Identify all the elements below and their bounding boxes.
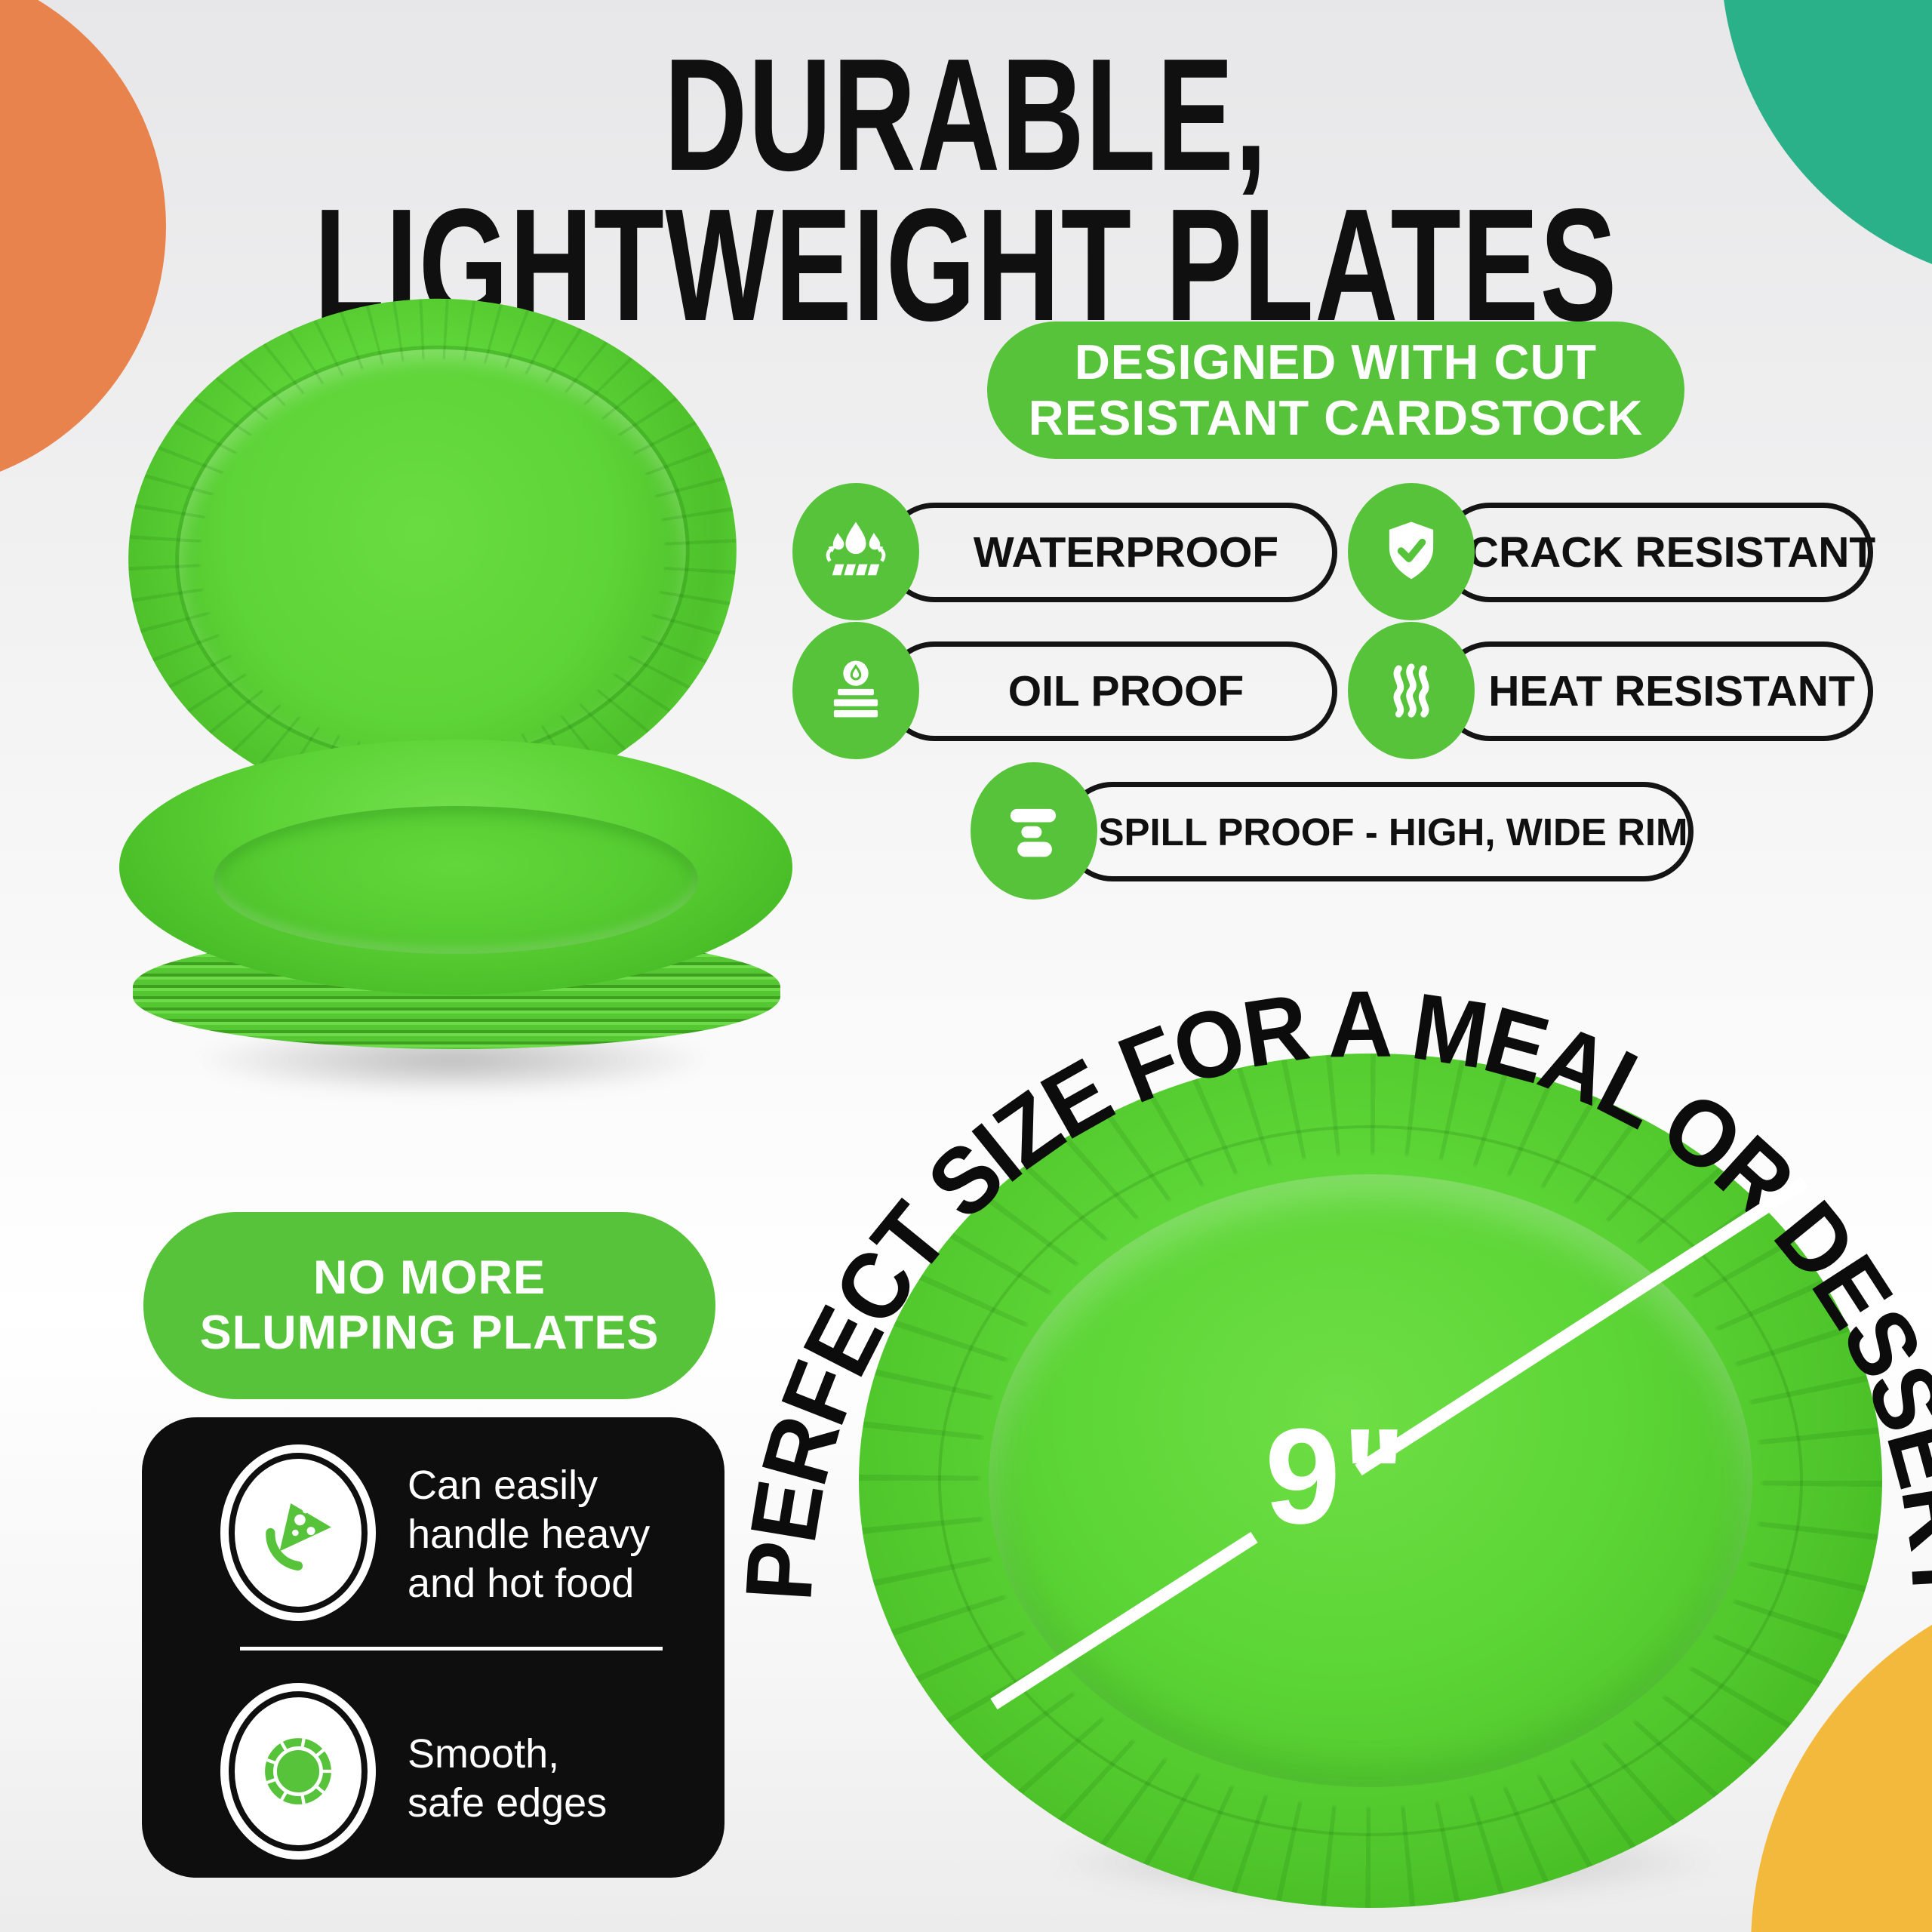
pizza-slice-icon xyxy=(220,1444,376,1621)
benefit-text-safe-edges: Smooth, safe edges xyxy=(408,1730,607,1828)
feature-pill-crack-resistant: CRACK RESISTANT xyxy=(1440,503,1876,602)
card-divider xyxy=(240,1647,663,1651)
page-title-line1: DURABLE, xyxy=(663,25,1269,204)
teal-corner-circle xyxy=(1721,0,1932,287)
benefit-line: and hot food xyxy=(408,1560,635,1606)
feature-pill-waterproof: WATERPROOF xyxy=(884,503,1337,602)
plate-rim-icon xyxy=(971,762,1097,900)
benefit-text-heavy-food: Can easily handle heavy and hot food xyxy=(408,1461,650,1607)
orange-corner-circle xyxy=(0,0,166,491)
cardstock-badge-line1: DESIGNED WITH CUT xyxy=(1074,334,1598,389)
feature-label: CRACK RESISTANT xyxy=(1467,528,1876,577)
no-slumping-line1: NO MORE xyxy=(312,1251,546,1304)
oil-drop-icon xyxy=(792,622,919,759)
water-drops-icon xyxy=(792,483,919,620)
no-slumping-pill: NO MORE SLUMPING PLATES xyxy=(143,1212,715,1399)
benefits-card: Can easily handle heavy and hot food xyxy=(142,1417,724,1878)
smooth-plate-icon xyxy=(220,1683,376,1860)
feature-label: HEAT RESISTANT xyxy=(1488,667,1855,715)
feature-label: OIL PROOF xyxy=(1008,667,1244,715)
benefit-line: safe edges xyxy=(408,1780,608,1826)
feature-label: WATERPROOF xyxy=(973,528,1279,577)
cardstock-badge: DESIGNED WITH CUT RESISTANT CARDSTOCK xyxy=(987,321,1684,459)
cardstock-badge-line2: RESISTANT CARDSTOCK xyxy=(1028,390,1644,445)
no-slumping-line2: SLUMPING PLATES xyxy=(199,1306,660,1359)
big-plate-photo xyxy=(859,1054,1882,1908)
page-title: DURABLE, LIGHTWEIGHT PLATES xyxy=(314,25,1617,345)
benefit-line: Can easily xyxy=(408,1463,598,1508)
benefit-line: handle heavy xyxy=(408,1511,651,1557)
plate-stack-top xyxy=(119,740,792,995)
feature-pill-oil-proof: OIL PROOF xyxy=(884,641,1337,741)
feature-label: SPILL PROOF - HIGH, WIDE RIM xyxy=(1098,810,1688,854)
heat-waves-icon xyxy=(1348,622,1475,759)
feature-pill-spill-proof: SPILL PROOF - HIGH, WIDE RIM xyxy=(1063,782,1694,881)
feature-pill-heat-resistant: HEAT RESISTANT xyxy=(1440,641,1873,741)
shield-check-icon xyxy=(1348,483,1475,620)
benefit-line: Smooth, xyxy=(408,1731,560,1777)
plate-rim-ticks xyxy=(859,1054,1882,1908)
